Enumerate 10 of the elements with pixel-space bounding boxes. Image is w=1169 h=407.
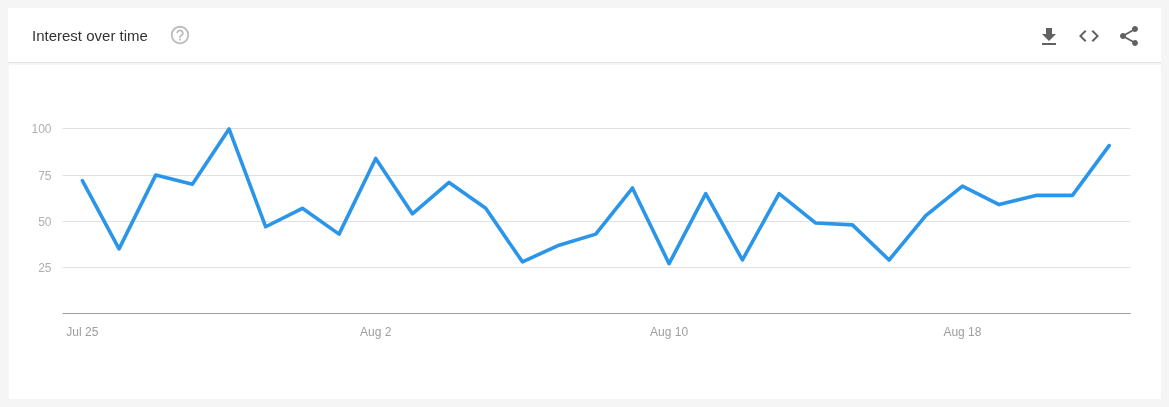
y-tick-label: 100 [31,122,52,137]
x-tick-label: Aug 2 [360,324,392,339]
x-tick-label: Aug 10 [650,324,689,339]
y-tick-label: 25 [38,260,52,275]
y-tick-label: 75 [38,168,52,183]
x-tick-label: Jul 25 [66,324,99,339]
y-tick-label: 50 [38,214,52,229]
chart-title: Interest over time [32,27,148,44]
x-tick-label: Aug 18 [943,324,982,339]
line-series [80,127,1111,266]
